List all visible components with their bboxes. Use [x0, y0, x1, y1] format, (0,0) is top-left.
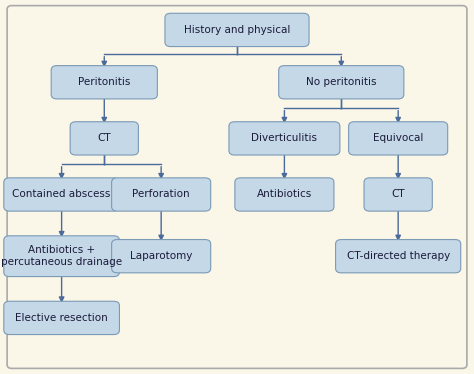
FancyBboxPatch shape	[364, 178, 432, 211]
Text: Perforation: Perforation	[132, 190, 190, 199]
FancyBboxPatch shape	[229, 122, 340, 155]
FancyBboxPatch shape	[112, 240, 210, 273]
FancyBboxPatch shape	[70, 122, 138, 155]
FancyBboxPatch shape	[4, 301, 119, 334]
Text: Elective resection: Elective resection	[15, 313, 108, 323]
Text: Antibiotics +
percutaneous drainage: Antibiotics + percutaneous drainage	[1, 245, 122, 267]
Text: Antibiotics: Antibiotics	[257, 190, 312, 199]
Text: CT: CT	[392, 190, 405, 199]
FancyBboxPatch shape	[336, 240, 461, 273]
FancyBboxPatch shape	[51, 66, 157, 99]
FancyBboxPatch shape	[235, 178, 334, 211]
Text: No peritonitis: No peritonitis	[306, 77, 376, 87]
FancyBboxPatch shape	[165, 13, 309, 47]
Text: Peritonitis: Peritonitis	[78, 77, 130, 87]
Text: Equivocal: Equivocal	[373, 134, 423, 143]
FancyBboxPatch shape	[348, 122, 447, 155]
Text: Diverticulitis: Diverticulitis	[251, 134, 318, 143]
FancyBboxPatch shape	[279, 66, 404, 99]
FancyBboxPatch shape	[4, 236, 119, 277]
Text: Contained abscess: Contained abscess	[12, 190, 111, 199]
FancyBboxPatch shape	[4, 178, 119, 211]
FancyBboxPatch shape	[112, 178, 210, 211]
Text: CT: CT	[98, 134, 111, 143]
Text: Laparotomy: Laparotomy	[130, 251, 192, 261]
Text: CT-directed therapy: CT-directed therapy	[346, 251, 450, 261]
Text: History and physical: History and physical	[184, 25, 290, 35]
